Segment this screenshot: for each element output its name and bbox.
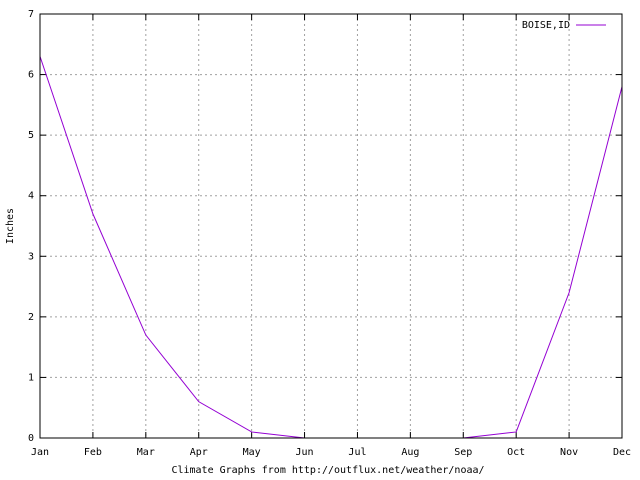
x-axis-label: Climate Graphs from http://outflux.net/w… bbox=[171, 465, 484, 476]
y-tick-label: 6 bbox=[28, 70, 34, 81]
x-tick-label: Jun bbox=[296, 447, 314, 458]
x-tick-label: Mar bbox=[137, 447, 155, 458]
legend-label: BOISE,ID bbox=[522, 20, 570, 31]
y-tick-label: 0 bbox=[28, 433, 34, 444]
y-tick-label: 1 bbox=[28, 372, 34, 383]
x-tick-label: Sep bbox=[454, 447, 472, 458]
y-tick-label: 3 bbox=[28, 251, 34, 262]
y-tick-label: 2 bbox=[28, 312, 34, 323]
plot-border bbox=[39, 13, 623, 439]
x-tick-label: Dec bbox=[613, 447, 631, 458]
x-tick-label: Nov bbox=[560, 447, 578, 458]
x-tick-label: Jul bbox=[348, 447, 366, 458]
x-tick-label: May bbox=[243, 447, 261, 458]
x-tick-label: Apr bbox=[190, 447, 208, 458]
y-tick-label: 5 bbox=[28, 130, 34, 141]
y-tick-label: 7 bbox=[28, 9, 34, 20]
y-axis-label: Inches bbox=[5, 208, 16, 244]
x-tick-label: Jan bbox=[31, 447, 49, 458]
x-tick-label: Oct bbox=[507, 447, 525, 458]
x-tick-label: Aug bbox=[401, 447, 419, 458]
y-tick-label: 4 bbox=[28, 191, 34, 202]
x-tick-label: Feb bbox=[84, 447, 102, 458]
